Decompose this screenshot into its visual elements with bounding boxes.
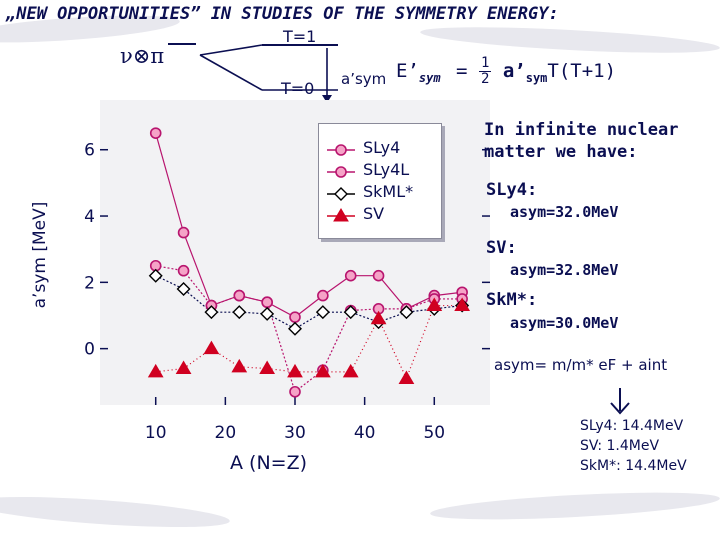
data-point [203, 340, 220, 355]
asym-prime-label: a’sym [341, 70, 387, 88]
y-axis-label: a’sym [MeV] [30, 201, 50, 309]
data-point [260, 306, 275, 321]
legend-entry-sly4l: SLy4L [363, 160, 410, 179]
formula-lhs-sub: sym [418, 70, 441, 85]
data-point [343, 305, 358, 320]
legend-entry-sly4: SLy4 [363, 138, 401, 157]
legend-marker [333, 208, 349, 222]
intro-line-1: In infinite nuclear [484, 120, 679, 140]
sv-asym-value: asym=32.8MeV [510, 261, 619, 279]
y-tick-label: 6 [84, 141, 95, 161]
diagram-bar [199, 44, 263, 56]
data-point [149, 127, 162, 139]
legend-entry-skml: SkML* [363, 182, 414, 201]
data-point [317, 289, 329, 302]
legend: SLy4 SLy4L SkML* SV [318, 123, 442, 239]
diagram-bar [199, 54, 263, 91]
formula: E’sym = 1 2 a’symT(T+1) [396, 56, 616, 87]
x-tick-label: 10 [145, 423, 167, 443]
x-tick-label: 20 [215, 423, 237, 443]
y-tick-label: 0 [84, 340, 95, 360]
formula-rhs-a: a’ [502, 60, 526, 82]
skm-label: SkM*: [486, 290, 538, 310]
legend-marker [334, 187, 348, 201]
data-point [370, 310, 387, 325]
asym-formula: asym= m/m* eF + aint [494, 356, 668, 374]
formula-rhs-t: T(T+1) [547, 60, 617, 82]
series-line [155, 304, 463, 381]
data-point [261, 296, 273, 309]
data-point [314, 363, 331, 378]
y-tick-label: 4 [84, 207, 95, 227]
data-point [398, 370, 415, 384]
sly4-asym-value: asym=32.0MeV [510, 203, 619, 221]
data-point [177, 264, 190, 277]
x-tick-label: 50 [423, 423, 445, 443]
data-point [344, 269, 357, 282]
formula-num: 1 [478, 55, 492, 72]
data-point [315, 305, 330, 320]
slide-title: „NEW OPPORTUNITIES” IN STUDIES OF THE SY… [6, 4, 559, 24]
down-arrow-icon [610, 388, 630, 415]
arrow-head-icon [322, 95, 332, 103]
formula-den: 2 [480, 71, 490, 87]
t0-label: T=0 [281, 79, 315, 98]
t1-label: T=1 [283, 27, 317, 46]
x-tick-label: 40 [354, 423, 376, 443]
data-point [176, 281, 191, 296]
data-point [287, 363, 303, 378]
nu-pi-label: ν⊗π [120, 44, 165, 68]
series-line [155, 275, 463, 330]
data-point [231, 358, 248, 373]
legend-marker [335, 144, 347, 156]
series-line [155, 265, 463, 393]
legend-marker [335, 166, 347, 178]
x-tick-label: 30 [284, 423, 306, 443]
data-point [175, 360, 192, 375]
data-point [372, 269, 385, 282]
data-point [454, 297, 471, 312]
skm-asym-value: asym=30.0MeV [510, 314, 619, 332]
sly4-label: SLy4: [486, 180, 538, 200]
formula-rhs-sub: sym [525, 70, 548, 85]
data-point [342, 363, 359, 378]
data-point [204, 305, 219, 320]
data-point [259, 360, 276, 375]
data-point [177, 226, 190, 239]
data-point [289, 311, 301, 323]
sv-label: SV: [486, 238, 517, 258]
formula-eq: = [456, 60, 468, 82]
data-point [232, 305, 247, 320]
formula-fraction: 1 2 [478, 55, 492, 87]
y-tick-label: 2 [84, 273, 95, 293]
data-point [147, 363, 164, 378]
coupling-diagram [168, 43, 338, 103]
data-point [426, 297, 443, 312]
x-axis-label: A (N=Z) [230, 452, 308, 474]
legend-symbols [327, 144, 355, 222]
skm-aint: SkM*: 14.4MeV [580, 458, 687, 474]
data-point [289, 385, 301, 398]
data-point [399, 305, 414, 320]
intro-line-2: matter we have: [484, 142, 638, 162]
data-point [288, 321, 302, 336]
formula-lhs: E’ [396, 60, 419, 82]
sv-aint: SV: 1.4MeV [580, 438, 660, 454]
data-point [148, 268, 163, 283]
data-point [233, 289, 246, 302]
sly4-aint: SLy4: 14.4MeV [580, 418, 684, 434]
legend-entry-sv: SV [363, 204, 385, 223]
